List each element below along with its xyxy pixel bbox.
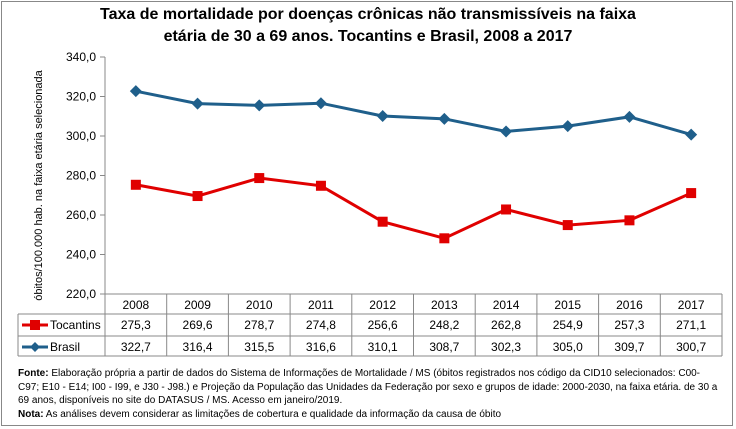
- x-category-label: 2010: [246, 298, 273, 312]
- nota-text: As análises devem considerar as limitaçõ…: [43, 408, 502, 420]
- nota-label: Nota:: [18, 408, 44, 420]
- data-table-cell: 271,1: [676, 318, 706, 332]
- data-point: [685, 128, 698, 141]
- title-line-2: etária de 30 a 69 anos. Tocantins e Bras…: [163, 28, 573, 45]
- data-point: [439, 233, 450, 244]
- x-category-label: 2008: [122, 298, 149, 312]
- data-point: [129, 85, 142, 98]
- data-point: [377, 216, 388, 227]
- data-table-cell: 315,5: [244, 340, 274, 354]
- y-tick-label: 280,0: [66, 169, 96, 183]
- legend-label: Brasil: [50, 340, 80, 354]
- x-category-label: 2011: [308, 298, 334, 312]
- y-tick-label: 240,0: [66, 248, 96, 262]
- data-table-cell: 257,3: [614, 318, 644, 332]
- data-table-cell: 308,7: [429, 340, 459, 354]
- data-table-cell: 316,6: [306, 340, 336, 354]
- data-point: [501, 204, 512, 215]
- x-category-label: 2013: [431, 298, 458, 312]
- data-table-cell: 316,4: [183, 340, 213, 354]
- source-notes: Fonte: Elaboração própria a partir de da…: [18, 367, 718, 421]
- y-tick-label: 220,0: [66, 287, 96, 301]
- fonte-text: Elaboração própria a partir de dados do …: [18, 368, 718, 406]
- y-tick-label: 320,0: [66, 90, 96, 104]
- chart-title: Taxa de mortalidade por doenças crônicas…: [0, 4, 736, 48]
- data-table-cell: 248,2: [429, 318, 459, 332]
- data-point: [254, 173, 265, 184]
- data-table-cell: 278,7: [244, 318, 274, 332]
- y-axis-label: óbitos/100.000 hab. na faixa etária sele…: [33, 69, 45, 300]
- x-category-label: 2016: [616, 298, 643, 312]
- data-point: [624, 215, 635, 226]
- legend-marker-diamond: [30, 342, 40, 352]
- data-point: [623, 110, 636, 123]
- y-tick-label: 300,0: [66, 129, 96, 143]
- legend-label: Tocantins: [50, 318, 101, 332]
- data-table-cell: 275,3: [121, 318, 151, 332]
- data-table-cell: 322,7: [121, 340, 151, 354]
- data-table-cell: 262,8: [491, 318, 521, 332]
- legend-marker-square: [30, 320, 40, 330]
- x-category-label: 2012: [369, 298, 396, 312]
- data-table-cell: 310,1: [368, 340, 398, 354]
- fonte-label: Fonte:: [18, 368, 49, 379]
- data-point: [376, 110, 389, 123]
- data-point: [192, 191, 203, 202]
- data-point: [130, 179, 141, 190]
- data-table-cell: 305,0: [553, 340, 583, 354]
- series-line-brasil: [135, 89, 692, 137]
- data-point: [253, 99, 266, 112]
- data-table-cell: 256,6: [368, 318, 398, 332]
- data-point: [500, 125, 513, 138]
- data-point: [562, 220, 573, 231]
- data-table-cell: 302,3: [491, 340, 521, 354]
- data-table-cell: 309,7: [614, 340, 644, 354]
- data-point: [686, 188, 697, 199]
- x-category-label: 2017: [678, 298, 705, 312]
- data-point: [191, 97, 204, 110]
- series-line-tocantins: [135, 176, 692, 240]
- x-category-label: 2014: [493, 298, 520, 312]
- title-line-1: Taxa de mortalidade por doenças crônicas…: [100, 6, 636, 23]
- data-table-cell: 254,9: [553, 318, 583, 332]
- data-point: [315, 180, 326, 191]
- data-point: [438, 112, 451, 125]
- y-tick-label: 260,0: [66, 208, 96, 222]
- x-category-label: 2009: [184, 298, 211, 312]
- data-table-cell: 274,8: [306, 318, 336, 332]
- x-category-label: 2015: [554, 298, 581, 312]
- data-point: [561, 120, 574, 133]
- y-tick-label: 340,0: [66, 50, 96, 64]
- data-table-cell: 300,7: [676, 340, 706, 354]
- data-table-cell: 269,6: [183, 318, 213, 332]
- data-point: [314, 97, 327, 110]
